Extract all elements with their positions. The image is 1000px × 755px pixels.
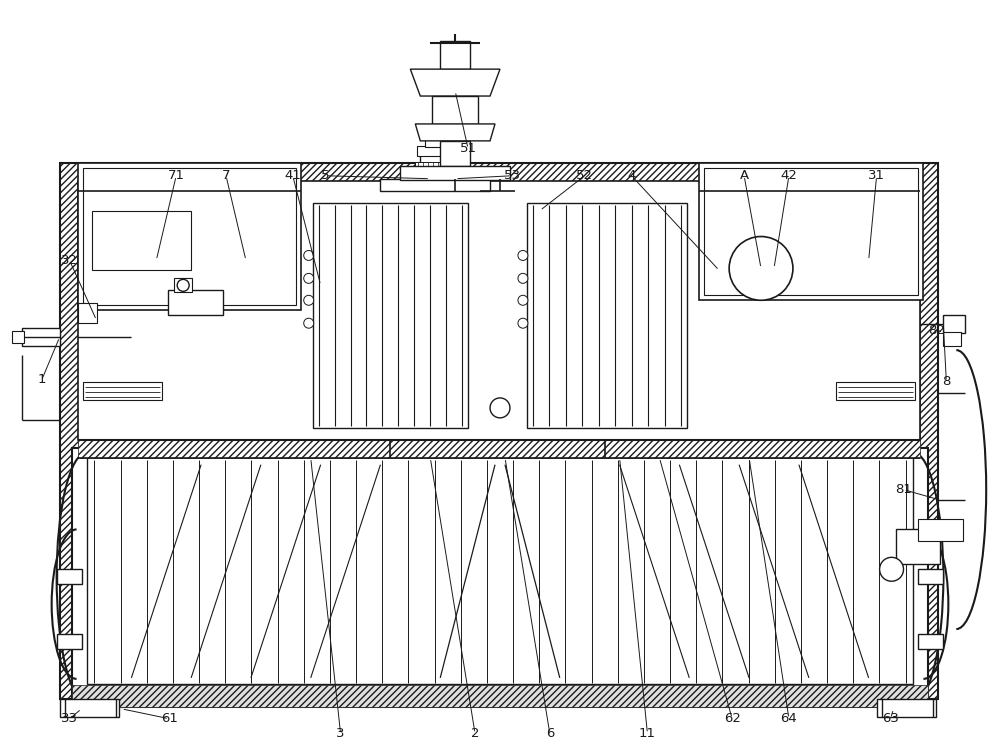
Bar <box>744 258 774 270</box>
Text: 8: 8 <box>942 375 951 389</box>
Bar <box>168 291 223 316</box>
Bar <box>836 382 915 400</box>
Bar <box>12 331 24 343</box>
Circle shape <box>518 273 528 283</box>
Bar <box>877 699 936 716</box>
Text: A: A <box>740 169 749 182</box>
Text: 31: 31 <box>868 169 885 182</box>
Circle shape <box>304 251 314 260</box>
Text: 64: 64 <box>781 712 797 726</box>
Text: 32: 32 <box>61 254 78 267</box>
Circle shape <box>880 557 904 581</box>
Circle shape <box>518 251 528 260</box>
Circle shape <box>304 273 314 283</box>
Circle shape <box>490 398 510 418</box>
Circle shape <box>518 318 528 328</box>
Bar <box>400 166 510 180</box>
Bar <box>72 448 928 707</box>
Text: 5: 5 <box>321 169 330 182</box>
Bar <box>896 529 940 564</box>
Bar <box>420 154 452 179</box>
Bar <box>918 519 963 541</box>
Text: 71: 71 <box>168 169 185 182</box>
Bar <box>415 162 457 170</box>
Bar <box>174 279 192 292</box>
Bar <box>301 191 480 439</box>
Bar <box>57 634 82 649</box>
Text: 7: 7 <box>222 169 230 182</box>
Bar <box>83 168 296 305</box>
Bar <box>699 163 923 300</box>
Bar <box>72 685 928 707</box>
Bar <box>60 163 78 699</box>
Bar <box>943 332 961 346</box>
Bar <box>417 146 455 156</box>
Bar <box>78 163 301 310</box>
Text: 81: 81 <box>895 483 912 496</box>
Text: 33: 33 <box>61 712 78 726</box>
Text: 63: 63 <box>882 712 899 726</box>
Bar <box>78 304 97 323</box>
Text: 3: 3 <box>336 727 345 740</box>
Text: 53: 53 <box>503 169 520 182</box>
Bar <box>60 699 119 716</box>
Bar <box>60 163 938 180</box>
Text: 82: 82 <box>928 324 945 337</box>
Bar <box>920 163 938 699</box>
Text: 1: 1 <box>37 374 46 387</box>
Circle shape <box>518 295 528 305</box>
Bar <box>60 163 938 699</box>
Bar <box>83 382 162 400</box>
Circle shape <box>304 295 314 305</box>
Circle shape <box>177 279 189 291</box>
Text: 51: 51 <box>460 143 477 156</box>
Text: 4: 4 <box>627 169 636 182</box>
Bar <box>87 453 913 684</box>
Text: 52: 52 <box>576 169 593 182</box>
Text: 62: 62 <box>724 712 741 726</box>
Bar <box>527 202 687 428</box>
Circle shape <box>729 236 793 300</box>
Bar <box>440 141 470 166</box>
Bar <box>432 96 478 124</box>
Text: 61: 61 <box>161 712 178 726</box>
Bar <box>60 681 938 699</box>
Text: 2: 2 <box>471 727 479 740</box>
Bar <box>515 191 699 439</box>
Text: 6: 6 <box>546 727 554 740</box>
Text: 42: 42 <box>780 169 797 182</box>
Text: 41: 41 <box>284 169 301 182</box>
Bar <box>425 139 447 147</box>
Bar <box>704 168 918 295</box>
Bar <box>440 42 470 69</box>
Bar <box>92 211 191 270</box>
Bar <box>57 569 82 584</box>
Polygon shape <box>410 69 500 96</box>
Bar <box>918 634 943 649</box>
Bar <box>918 569 943 584</box>
Polygon shape <box>415 124 495 141</box>
Bar <box>22 328 60 346</box>
Circle shape <box>304 318 314 328</box>
Bar <box>78 180 920 439</box>
Bar <box>78 439 920 458</box>
Bar <box>380 179 490 191</box>
Bar <box>943 316 965 333</box>
Bar <box>313 202 468 428</box>
Text: 11: 11 <box>639 727 656 740</box>
